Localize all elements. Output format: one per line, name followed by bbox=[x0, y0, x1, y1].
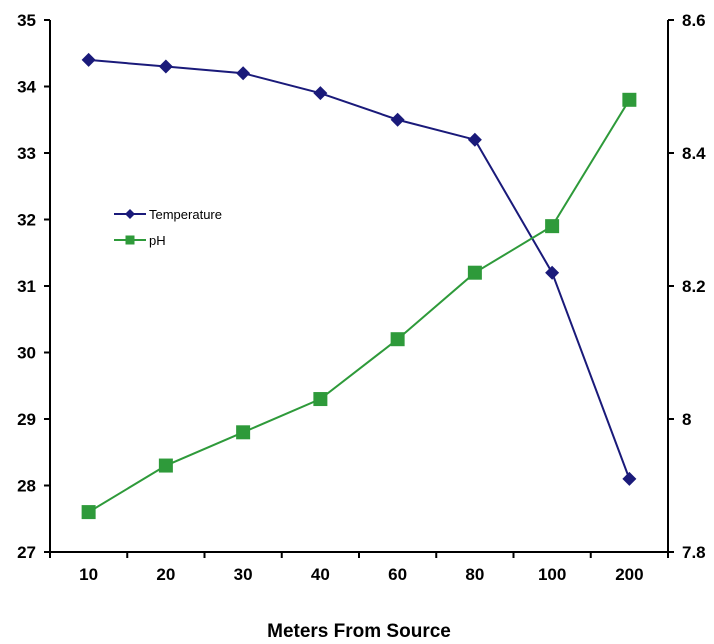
data-point-temperature bbox=[158, 59, 173, 74]
legend-marker-temperature bbox=[125, 209, 135, 219]
y-right-tick-label: 7.8 bbox=[682, 543, 706, 562]
legend-label-ph: pH bbox=[149, 233, 166, 248]
axes: 27 28 29 30 31 32 33 34 35 7.8 8 8.2 8.4 8.6 10 20 30 40 6… bbox=[17, 11, 706, 584]
x-tick-label: 20 bbox=[156, 565, 175, 584]
data-point-temperature bbox=[81, 52, 96, 67]
y-left-tick-label: 31 bbox=[17, 277, 36, 296]
data-point-ph bbox=[81, 505, 96, 520]
data-point-ph bbox=[467, 265, 482, 280]
y-left-tick-label: 34 bbox=[17, 78, 36, 97]
data-point-ph bbox=[158, 458, 173, 473]
x-tick-label: 10 bbox=[79, 565, 98, 584]
x-tick-label: 30 bbox=[234, 565, 253, 584]
data-point-temperature bbox=[313, 86, 328, 101]
y-left-tick-label: 27 bbox=[17, 543, 36, 562]
data-point-temperature bbox=[467, 132, 482, 147]
x-tick-label: 40 bbox=[311, 565, 330, 584]
data-point-temperature bbox=[545, 265, 560, 280]
y-right-tick-label: 8.4 bbox=[682, 144, 706, 163]
data-point-ph bbox=[622, 92, 637, 107]
y-left-tick-label: 35 bbox=[17, 11, 36, 30]
data-point-temperature bbox=[236, 66, 251, 81]
data-point-ph bbox=[545, 219, 560, 234]
x-axis-title: Meters From Source bbox=[267, 621, 451, 642]
x-tick-label: 80 bbox=[465, 565, 484, 584]
legend-label-temperature: Temperature bbox=[149, 207, 222, 222]
legend-marker-ph bbox=[125, 235, 135, 245]
x-tick-label: 60 bbox=[388, 565, 407, 584]
y-left-tick-label: 29 bbox=[17, 410, 36, 429]
y-left-tick-label: 28 bbox=[17, 477, 36, 496]
data-point-temperature bbox=[622, 471, 637, 486]
y-right-tick-label: 8 bbox=[682, 410, 691, 429]
y-left-tick-label: 32 bbox=[17, 211, 36, 230]
series-line-ph bbox=[88, 99, 631, 513]
data-point-ph bbox=[236, 425, 251, 440]
legend-box bbox=[108, 198, 241, 256]
data-point-ph bbox=[390, 332, 405, 347]
series-layer bbox=[81, 52, 637, 520]
y-right-tick-label: 8.6 bbox=[682, 11, 706, 30]
legend: Temperature pH bbox=[108, 198, 241, 256]
y-left-tick-label: 30 bbox=[17, 344, 36, 363]
x-tick-label: 200 bbox=[615, 565, 643, 584]
series-line-temperature bbox=[88, 58, 631, 480]
y-left-tick-label: 33 bbox=[17, 144, 36, 163]
y-right-tick-label: 8.2 bbox=[682, 277, 706, 296]
data-point-temperature bbox=[390, 112, 405, 127]
x-tick-label: 100 bbox=[538, 565, 566, 584]
data-point-ph bbox=[313, 392, 328, 407]
